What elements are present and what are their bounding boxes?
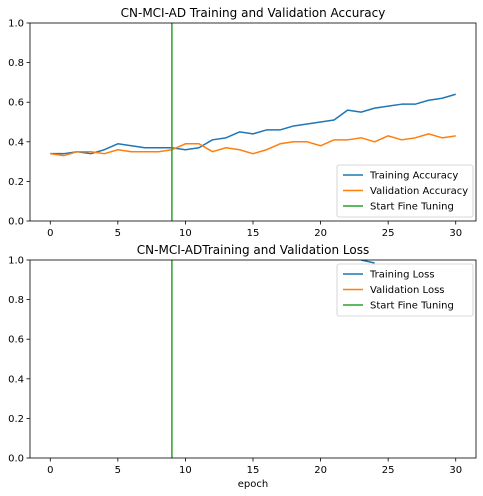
loss-chart-title: CN-MCI-ADTraining and Validation Loss xyxy=(137,243,369,257)
x-tick-label: 5 xyxy=(115,228,121,239)
y-tick-label: 0.0 xyxy=(8,454,24,465)
y-tick-label: 0.4 xyxy=(8,137,24,148)
series-line-training-accuracy xyxy=(50,93,456,155)
x-tick-label: 0 xyxy=(47,228,53,239)
y-tick-label: 0.8 xyxy=(8,295,24,306)
x-tick-label: 25 xyxy=(382,465,395,476)
y-tick-label: 0.2 xyxy=(8,414,24,425)
legend-box xyxy=(336,263,474,317)
series-line-training-loss xyxy=(360,260,375,264)
legend-label: Start Fine Tuning xyxy=(370,202,454,213)
legend-label: Start Fine Tuning xyxy=(370,301,454,312)
y-tick-label: 0.8 xyxy=(8,58,24,69)
legend-label: Training Accuracy xyxy=(369,171,458,182)
loss-chart-xlabel: epoch xyxy=(238,479,268,490)
loss-chart: CN-MCI-ADTraining and Validation Loss ep… xyxy=(8,243,477,490)
legend: Training Accuracy Validation Accuracy Star… xyxy=(336,164,474,218)
x-tick-label: 20 xyxy=(314,228,327,239)
accuracy-chart: CN-MCI-AD Training and Validation Accura… xyxy=(8,6,477,239)
accuracy-chart-title: CN-MCI-AD Training and Validation Accura… xyxy=(121,6,386,20)
x-tick-label: 20 xyxy=(314,465,327,476)
x-tick-label: 30 xyxy=(449,465,462,476)
x-tick-label: 10 xyxy=(179,465,192,476)
y-tick-label: 1.0 xyxy=(8,256,24,267)
y-tick-label: 0.6 xyxy=(8,98,24,109)
legend-label: Training Loss xyxy=(369,270,435,281)
series-line-validation-accuracy xyxy=(50,133,456,157)
legend-box xyxy=(336,164,474,218)
x-tick-label: 25 xyxy=(382,228,395,239)
y-tick-label: 1.0 xyxy=(8,19,24,30)
y-tick-label: 0.6 xyxy=(8,335,24,346)
plot-frame xyxy=(29,259,477,459)
legend-label: Validation Accuracy xyxy=(370,186,468,197)
x-tick-label: 5 xyxy=(115,465,121,476)
x-tick-label: 0 xyxy=(47,465,53,476)
y-tick-label: 0.4 xyxy=(8,374,24,385)
legend-label: Validation Loss xyxy=(370,285,445,296)
y-tick-label: 0.2 xyxy=(8,177,24,188)
x-tick-label: 30 xyxy=(449,228,462,239)
x-tick-label: 15 xyxy=(247,465,260,476)
y-tick-label: 0.0 xyxy=(8,217,24,228)
x-tick-label: 15 xyxy=(247,228,260,239)
plot-frame xyxy=(29,22,477,222)
x-tick-label: 10 xyxy=(179,228,192,239)
legend: Training Loss Validation Loss Start Fine T… xyxy=(336,263,474,317)
